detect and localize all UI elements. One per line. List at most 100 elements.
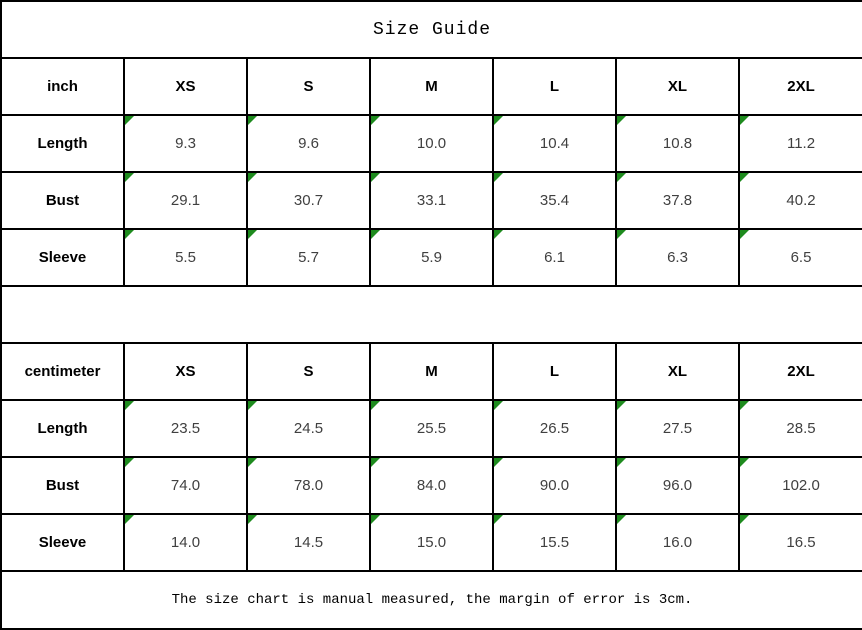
measurement-value: 10.4 [539,135,570,152]
measurement-value-cell: 5.5 [123,228,248,287]
corner-marker-icon [495,459,503,467]
measurement-value: 24.5 [293,420,324,437]
size-header-xs: XS [123,57,248,116]
measurement-value: 35.4 [539,192,570,209]
measurement-value: 84.0 [416,477,447,494]
measurement-value-cell: 16.5 [737,513,862,572]
measurement-value-cell: 15.5 [492,513,617,572]
table-row: Length 9.3 9.6 10.0 10.4 10.8 11.2 [0,114,862,173]
footer-note: The size chart is manual measured, the m… [0,570,862,630]
measurement-value: 5.7 [298,249,319,266]
corner-marker-icon [495,117,503,125]
table-row: Bust 74.0 78.0 84.0 90.0 96.0 102.0 [0,456,862,515]
measurement-value: 15.5 [539,534,570,551]
measurement-value: 16.0 [662,534,693,551]
corner-marker-icon [741,174,749,182]
measurement-label: Sleeve [0,513,125,572]
measurement-value-cell: 9.3 [123,114,248,173]
corner-marker-icon [372,231,380,239]
corner-marker-icon [126,402,134,410]
measurement-value-cell: 33.1 [369,171,494,230]
size-header-s: S [246,342,371,401]
measurement-value-cell: 74.0 [123,456,248,515]
corner-marker-icon [372,459,380,467]
measurement-value: 28.5 [786,420,816,437]
measurement-value-cell: 15.0 [369,513,494,572]
corner-marker-icon [618,459,626,467]
measurement-value: 26.5 [539,420,570,437]
measurement-label: Bust [0,171,125,230]
page-title: Size Guide [0,0,862,59]
size-header-s: S [246,57,371,116]
measurement-value: 6.3 [667,249,688,266]
measurement-value-cell: 10.4 [492,114,617,173]
corner-marker-icon [495,231,503,239]
measurement-value: 102.0 [782,477,820,494]
measurement-value-cell: 28.5 [737,399,862,458]
size-header-m: M [369,342,494,401]
corner-marker-icon [249,231,257,239]
measurement-value-cell: 90.0 [492,456,617,515]
measurement-value: 5.5 [175,249,196,266]
corner-marker-icon [741,231,749,239]
size-header-xl: XL [615,342,740,401]
measurement-value: 16.5 [786,534,816,551]
table-row: Sleeve 14.0 14.5 15.0 15.5 16.0 16.5 [0,513,862,572]
corner-marker-icon [741,459,749,467]
corner-marker-icon [618,174,626,182]
measurement-value-cell: 25.5 [369,399,494,458]
corner-marker-icon [372,516,380,524]
measurement-value-cell: 27.5 [615,399,740,458]
corner-marker-icon [372,174,380,182]
measurement-label: Length [0,399,125,458]
corner-marker-icon [372,402,380,410]
title-row: Size Guide [0,0,862,59]
measurement-value-cell: 5.7 [246,228,371,287]
measurement-value-cell: 6.5 [737,228,862,287]
measurement-value: 40.2 [786,192,816,209]
measurement-value: 11.2 [786,135,816,152]
measurement-value: 74.0 [170,477,201,494]
unit-header-inch: inch [0,57,125,116]
corner-marker-icon [495,402,503,410]
measurement-value-cell: 10.0 [369,114,494,173]
measurement-value-cell: 14.5 [246,513,371,572]
measurement-label: Length [0,114,125,173]
measurement-value-cell: 96.0 [615,456,740,515]
measurement-value: 29.1 [170,192,201,209]
corner-marker-icon [741,117,749,125]
size-header-l: L [492,57,617,116]
corner-marker-icon [618,402,626,410]
size-header-xs: XS [123,342,248,401]
measurement-value: 14.5 [293,534,324,551]
measurement-value-cell: 16.0 [615,513,740,572]
measurement-value: 9.6 [298,135,319,152]
measurement-value-cell: 23.5 [123,399,248,458]
measurement-value: 10.8 [662,135,693,152]
size-header-2xl: 2XL [737,57,862,116]
measurement-value: 15.0 [416,534,447,551]
measurement-value-cell: 26.5 [492,399,617,458]
measurement-value-cell: 40.2 [737,171,862,230]
measurement-value-cell: 29.1 [123,171,248,230]
corner-marker-icon [741,402,749,410]
corner-marker-icon [249,117,257,125]
table-row: Length 23.5 24.5 25.5 26.5 27.5 28.5 [0,399,862,458]
measurement-value: 90.0 [539,477,570,494]
measurement-value: 25.5 [416,420,447,437]
corner-marker-icon [126,174,134,182]
corner-marker-icon [618,516,626,524]
measurement-value: 9.3 [175,135,196,152]
measurement-value: 96.0 [662,477,693,494]
size-header-xl: XL [615,57,740,116]
measurement-value-cell: 35.4 [492,171,617,230]
centimeter-header-row: centimeter XS S M L XL 2XL [0,342,862,401]
corner-marker-icon [741,516,749,524]
measurement-value: 37.8 [662,192,693,209]
measurement-value-cell: 9.6 [246,114,371,173]
measurement-label: Sleeve [0,228,125,287]
size-header-l: L [492,342,617,401]
corner-marker-icon [372,117,380,125]
